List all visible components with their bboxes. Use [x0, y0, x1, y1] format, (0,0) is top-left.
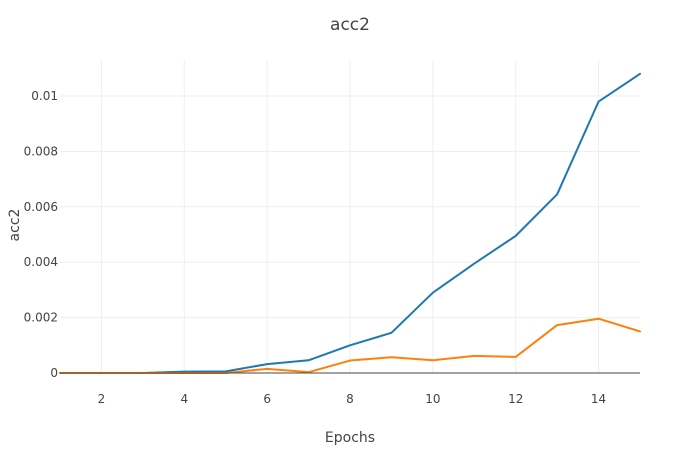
y-tick-label: 0.006 [24, 200, 58, 214]
x-tick-label: 8 [346, 392, 354, 406]
y-tick-label: 0.008 [24, 144, 58, 158]
x-axis-title: Epochs [325, 430, 375, 446]
x-tick-label: 10 [425, 392, 440, 406]
series-layer [59, 72, 641, 374]
y-axis-title: acc2 [7, 209, 23, 242]
x-tick-label: 6 [263, 392, 271, 406]
y-tick-label: 0.004 [24, 255, 58, 269]
y-tick-label: 0.002 [24, 311, 58, 325]
x-tick-label: 14 [591, 392, 606, 406]
x-tick-label: 4 [180, 392, 188, 406]
ticks: 2 4 6 8 10 12 14 0 0.002 0.004 0.006 0.008 0.01 [24, 89, 607, 406]
y-tick-label: 0 [50, 366, 58, 380]
chart-title: acc2 [330, 15, 370, 35]
x-tick-label: 2 [98, 392, 106, 406]
y-tick-label: 0.01 [31, 89, 58, 103]
x-tick-label: 12 [508, 392, 523, 406]
grid [60, 60, 640, 373]
